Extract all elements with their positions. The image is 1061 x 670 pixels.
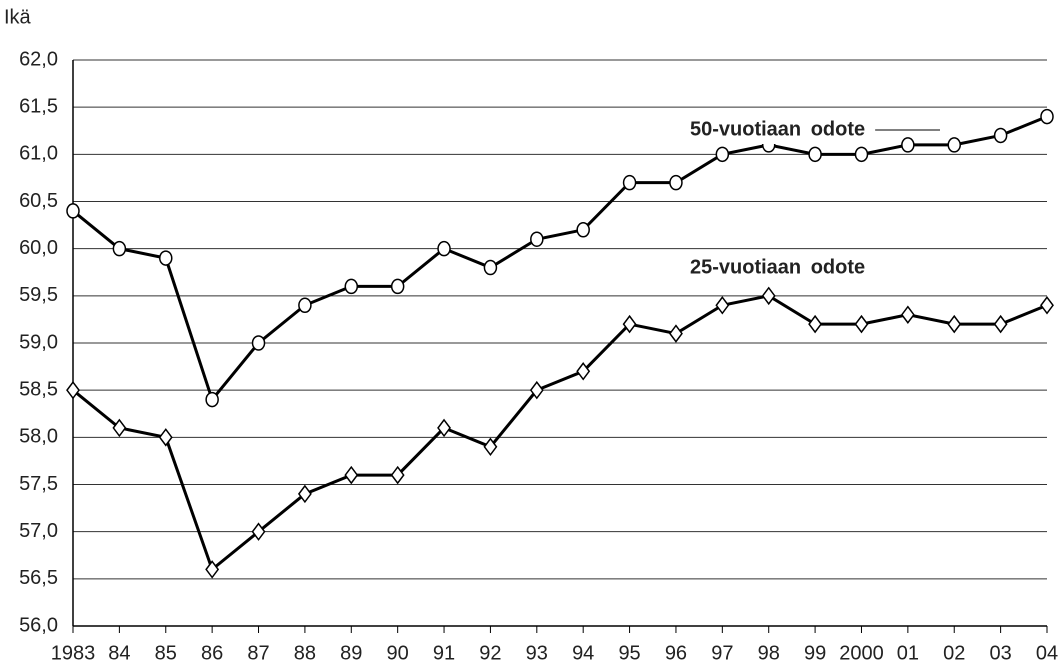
point xyxy=(808,146,822,163)
x-tick-label: 2000 xyxy=(839,642,884,664)
point xyxy=(483,437,498,457)
x-tick-label: 94 xyxy=(572,642,594,664)
point xyxy=(112,240,127,257)
point xyxy=(854,146,869,163)
point xyxy=(159,250,173,266)
x-tick-label: 01 xyxy=(897,642,919,664)
point xyxy=(529,380,544,400)
point xyxy=(66,380,80,400)
x-tick-label: 91 xyxy=(433,642,455,664)
series-line xyxy=(72,115,1048,403)
y-tick-label: 60,5 xyxy=(19,190,58,212)
y-tick-label: 59,0 xyxy=(19,331,58,353)
y-tick-label: 61,5 xyxy=(19,95,58,117)
point xyxy=(112,418,127,438)
x-tick-label: 86 xyxy=(201,642,223,664)
point xyxy=(390,278,405,295)
point xyxy=(1040,108,1054,125)
point xyxy=(622,314,637,334)
point xyxy=(808,314,823,334)
series-line xyxy=(72,294,1048,572)
point xyxy=(297,484,312,504)
x-tick-label: 98 xyxy=(758,642,780,664)
y-tick-label: 61,0 xyxy=(19,143,58,165)
point xyxy=(66,203,80,219)
point xyxy=(715,296,730,315)
y-tick-label: 58,0 xyxy=(19,426,58,448)
y-tick-label: 62,0 xyxy=(19,48,58,70)
point xyxy=(715,146,730,163)
x-tick-label: 92 xyxy=(479,642,501,664)
series-label-bg xyxy=(684,116,876,144)
point xyxy=(993,127,1008,144)
x-tick-label: 04 xyxy=(1036,642,1058,664)
y-tick-label: 56,0 xyxy=(19,614,58,636)
y-tick-label: 57,0 xyxy=(19,520,58,542)
series-label: 50-vuotiaan odote xyxy=(690,118,865,140)
x-tick-label: 89 xyxy=(340,642,362,664)
point xyxy=(158,428,173,447)
point xyxy=(669,324,683,343)
point xyxy=(251,335,266,351)
point xyxy=(854,314,869,334)
x-tick-label: 84 xyxy=(108,642,130,664)
y-axis-label: Ikä xyxy=(4,6,32,28)
point xyxy=(993,314,1008,334)
point xyxy=(437,418,451,438)
point xyxy=(344,465,359,485)
x-tick-label: 95 xyxy=(618,642,640,664)
point xyxy=(901,137,915,153)
y-tick-label: 58,5 xyxy=(19,378,58,400)
point xyxy=(1040,296,1054,315)
x-tick-label: 99 xyxy=(804,642,826,664)
y-tick-label: 57,5 xyxy=(19,473,58,495)
x-tick-label: 1983 xyxy=(51,642,96,664)
y-tick-label: 60,0 xyxy=(19,237,58,259)
x-tick-label: 87 xyxy=(247,642,269,664)
x-tick-label: 90 xyxy=(387,642,409,664)
point xyxy=(483,259,498,276)
point xyxy=(622,174,637,191)
series-label: 25-vuotiaan odote xyxy=(690,256,865,278)
x-tick-label: 96 xyxy=(665,642,687,664)
y-tick-label: 59,5 xyxy=(19,284,58,306)
x-tick-label: 03 xyxy=(989,642,1011,664)
point xyxy=(576,362,591,381)
point xyxy=(900,305,915,324)
point xyxy=(437,240,451,257)
x-tick-label: 02 xyxy=(943,642,965,664)
point xyxy=(205,560,220,579)
point xyxy=(344,278,359,295)
point xyxy=(761,286,776,306)
point xyxy=(390,465,405,485)
x-tick-label: 88 xyxy=(294,642,316,664)
point xyxy=(669,174,683,191)
x-tick-label: 93 xyxy=(526,642,548,664)
point xyxy=(205,391,219,408)
x-tick-label: 85 xyxy=(155,642,177,664)
y-tick-label: 56,5 xyxy=(19,567,58,589)
point xyxy=(576,222,590,238)
point xyxy=(947,314,962,334)
point xyxy=(530,231,544,247)
series-label-bg xyxy=(684,254,876,282)
point xyxy=(251,522,266,541)
point xyxy=(947,137,961,153)
x-tick-label: 97 xyxy=(711,642,733,664)
point xyxy=(298,297,312,314)
